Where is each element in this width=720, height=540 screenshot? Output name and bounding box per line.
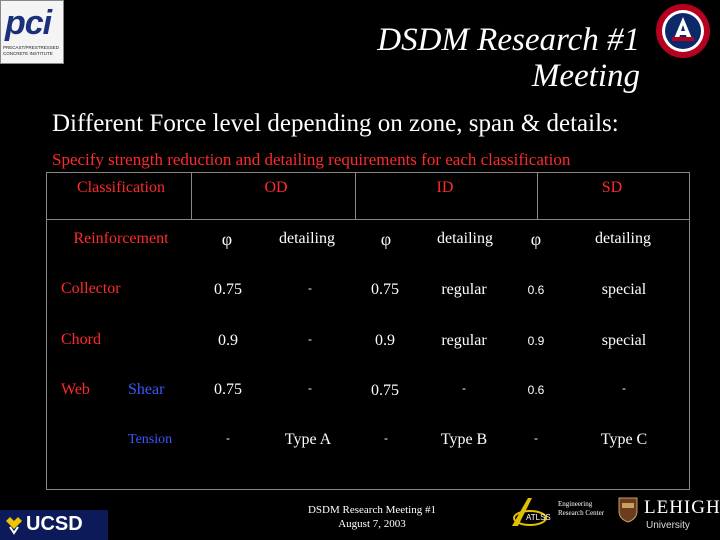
tension-id-detailing: Type B [440, 431, 488, 448]
row-tension-label: Tension [128, 432, 173, 447]
atlss-logo-icon: ATLSS [512, 498, 551, 526]
lehigh-logo-text: LEHIGH [644, 497, 720, 518]
footer-meeting-info: DSDM Research Meeting #1 August 7, 2003 [290, 503, 454, 531]
shear-od-phi: 0.75 [214, 381, 242, 398]
ucsd-logo-text: UCSD [26, 513, 83, 535]
lehigh-logo-sub: University [646, 520, 690, 531]
erc-label: Engineering Research Center [558, 500, 605, 517]
tension-sd-detailing: Type C [600, 431, 648, 448]
collector-sd-phi: 0.6 [527, 283, 545, 297]
collector-od-detailing: - [308, 281, 312, 295]
slide-title-line1: DSDM Research #1 [377, 22, 640, 58]
row-shear-label: Shear [128, 381, 165, 398]
chord-od-detailing: - [308, 332, 312, 346]
shear-sd-phi: 0.6 [527, 383, 545, 397]
shear-sd-detailing: - [622, 381, 626, 395]
reinforcement-label: Reinforcement [73, 230, 169, 247]
tension-sd-phi: - [534, 431, 538, 445]
slide-instruction: Specify strength reduction and detailing… [52, 150, 571, 169]
collector-od-phi: 0.75 [214, 281, 242, 298]
od-phi-header: φ [221, 229, 233, 249]
pci-logo-text: pci [5, 4, 52, 42]
lehigh-shield-icon [618, 497, 638, 523]
od-detailing-header: detailing [279, 230, 335, 247]
chord-sd-phi: 0.9 [527, 334, 545, 348]
chord-sd-detailing: special [601, 332, 647, 349]
collector-id-detailing: regular [441, 281, 487, 298]
row-collector-label: Collector [61, 280, 121, 297]
id-detailing-header: detailing [437, 230, 493, 247]
id-phi-header: φ [380, 229, 392, 249]
row-web-label: Web [61, 381, 90, 398]
sd-phi-header: φ [530, 229, 542, 249]
sd-detailing-header: detailing [595, 230, 651, 247]
shear-id-detailing: - [462, 381, 466, 395]
chord-id-detailing: regular [441, 332, 487, 349]
header-od: OD [264, 179, 288, 196]
pci-logo: pci PRECAST/PRESTRESSED CONCRETE INSTITU… [0, 0, 64, 64]
svg-text:ATLSS: ATLSS [526, 513, 551, 522]
slide-title: DSDM Research #1 Meeting [300, 22, 640, 94]
tension-od-detailing: Type A [284, 431, 332, 448]
chord-id-phi: 0.9 [375, 332, 395, 349]
pci-logo-subtitle: PRECAST/PRESTRESSED CONCRETE INSTITUTE [3, 45, 60, 56]
shear-id-phi: 0.75 [371, 382, 399, 399]
ucsd-logo: UCSD [0, 510, 108, 540]
classification-table [46, 172, 690, 490]
ucsd-trident-icon [6, 517, 22, 535]
footer-line1: DSDM Research Meeting #1 [307, 504, 436, 516]
slide-title-line2: Meeting [531, 58, 640, 94]
footer-line2: August 7, 2003 [338, 518, 406, 530]
tension-id-phi: - [384, 431, 388, 445]
header-classification: Classification [77, 179, 165, 196]
row-chord-label: Chord [61, 331, 101, 348]
arizona-seal-icon [656, 4, 710, 58]
header-sd: SD [601, 179, 623, 196]
collector-id-phi: 0.75 [371, 281, 399, 298]
header-id: ID [436, 179, 454, 196]
shear-od-detailing: - [308, 381, 312, 395]
collector-sd-detailing: special [601, 281, 647, 298]
chord-od-phi: 0.9 [218, 332, 238, 349]
slide-subtitle: Different Force level depending on zone,… [52, 110, 619, 137]
tension-od-phi: - [226, 431, 230, 445]
